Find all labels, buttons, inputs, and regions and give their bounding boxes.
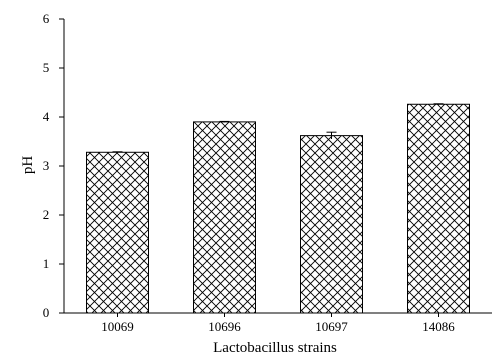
- x-tick-label-14086: 14086: [422, 319, 455, 334]
- y-tick-label-4: 4: [43, 109, 50, 124]
- bar-10697: [300, 135, 363, 314]
- error-bar-14086: [433, 103, 444, 105]
- x-axis-title: Lactobacillus strains: [213, 340, 337, 356]
- error-bar-10069: [112, 151, 123, 153]
- y-axis-title: pH: [20, 156, 36, 175]
- error-bar-10696: [219, 120, 230, 123]
- x-ticks-group: 10069 10696 10697 14086: [101, 313, 455, 334]
- y-tick-label-3: 3: [43, 158, 50, 173]
- y-tick-label-5: 5: [43, 60, 50, 75]
- bar-10696: [193, 121, 256, 314]
- bar-14086: [407, 103, 470, 314]
- bars-group: [86, 103, 470, 314]
- y-tick-label-1: 1: [43, 256, 50, 271]
- bar-10069: [86, 151, 149, 314]
- y-tick-label-6: 6: [43, 11, 50, 26]
- error-bars-group: [112, 103, 444, 153]
- error-bar-10697: [326, 131, 337, 140]
- y-ticks-group: 0 1 2 3 4 5 6: [43, 11, 64, 320]
- y-tick-label-2: 2: [43, 207, 50, 222]
- x-tick-label-10696: 10696: [208, 319, 241, 334]
- x-tick-label-10069: 10069: [101, 319, 134, 334]
- y-tick-label-0: 0: [43, 305, 50, 320]
- x-tick-label-10697: 10697: [315, 319, 348, 334]
